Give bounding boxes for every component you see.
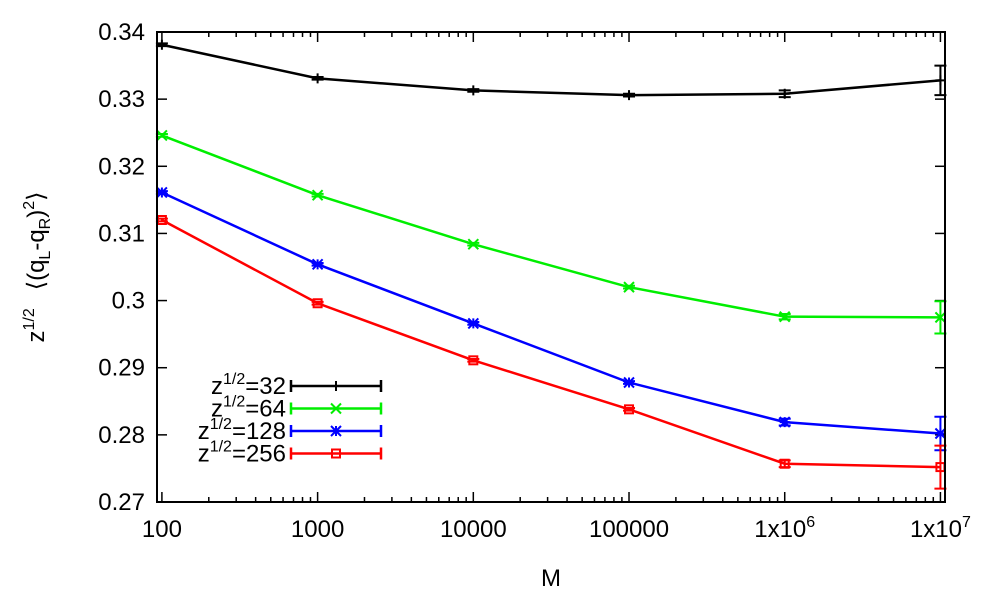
series-2 <box>155 186 947 452</box>
y-tick-label: 0.32 <box>98 153 145 180</box>
y-tick-label: 0.34 <box>98 19 145 46</box>
data-point <box>934 311 947 324</box>
y-tick-label: 0.33 <box>98 86 145 113</box>
data-point <box>934 427 947 440</box>
data-point <box>311 189 324 201</box>
data-point <box>623 376 635 389</box>
tick-labels: 0.27 0.28 0.29 0.3 0.31 0.32 0.33 0.34 100 1000 10… <box>98 19 971 543</box>
series-line <box>161 43 941 97</box>
series-1 <box>155 129 947 335</box>
legend-line <box>289 447 383 460</box>
data-point <box>468 85 479 96</box>
x-tick-label: 1000 <box>291 516 344 543</box>
x-tick-label: 1x106 <box>754 514 815 543</box>
data-point <box>779 310 791 323</box>
data-point <box>312 298 323 309</box>
data-point <box>935 75 946 86</box>
data-point <box>779 88 790 99</box>
data-point <box>156 186 168 199</box>
series-line <box>161 191 941 435</box>
series-group <box>155 39 947 490</box>
data-point <box>467 317 480 330</box>
data-point <box>623 281 635 293</box>
series-3 <box>155 215 947 490</box>
data-point <box>779 458 790 469</box>
data-point <box>468 355 479 366</box>
series-line <box>161 218 941 469</box>
y-tick-label: 0.28 <box>98 422 145 449</box>
legend-marker <box>331 381 341 391</box>
plot-frame <box>156 31 946 503</box>
y-tick-label: 0.29 <box>98 355 145 382</box>
x-tick-label: 10000 <box>440 516 507 543</box>
legend-label: z1/2=256 <box>198 439 286 468</box>
data-point <box>156 39 167 50</box>
data-point <box>311 258 324 271</box>
x-axis-label: M <box>541 565 561 592</box>
x-tick-label: 100 <box>142 516 182 543</box>
x-tick-label: 1x107 <box>910 514 971 543</box>
data-point <box>467 238 480 250</box>
y-tick-label: 0.3 <box>112 288 145 315</box>
data-point <box>779 416 791 428</box>
legend-marker <box>331 448 341 459</box>
legend-label: z1/2=128 <box>198 416 286 445</box>
legend-label: z1/2=64 <box>211 394 286 423</box>
legend-label: z1/2=32 <box>211 371 286 400</box>
legend-marker <box>330 425 342 437</box>
data-point <box>312 73 323 84</box>
x-tick-label: 100000 <box>589 516 669 543</box>
y-tick-label: 0.27 <box>98 489 145 516</box>
y-axis-label: z1/2⟨(qL-qR)2⟩ <box>21 191 54 342</box>
data-point <box>624 90 635 101</box>
legend-marker <box>330 402 342 415</box>
y-tick-label: 0.31 <box>98 220 145 247</box>
data-point <box>624 404 635 415</box>
series-0 <box>155 39 947 101</box>
series-line <box>161 134 941 319</box>
data-point <box>156 129 168 142</box>
